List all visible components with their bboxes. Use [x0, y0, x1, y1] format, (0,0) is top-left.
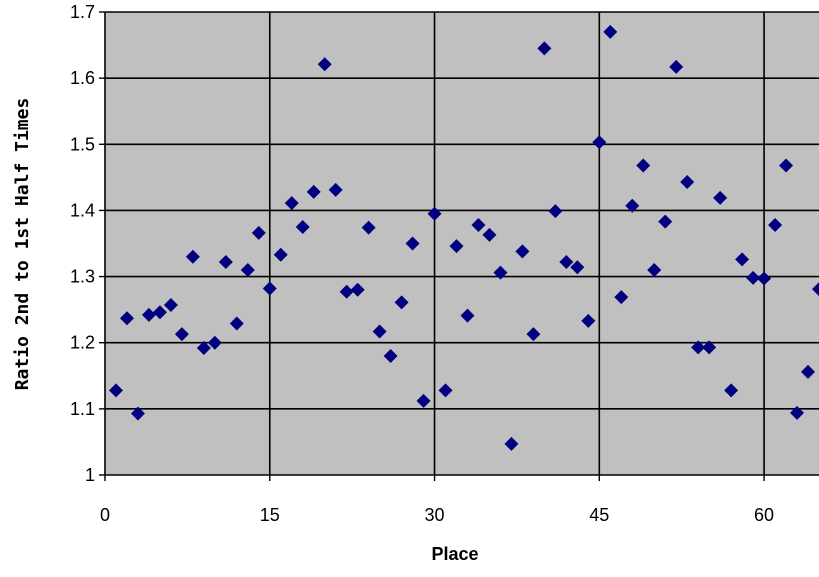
- data-point: [735, 252, 750, 267]
- data-point: [229, 316, 244, 331]
- data-point: [471, 217, 486, 232]
- y-tick-label: 1.7: [70, 2, 95, 22]
- data-point: [361, 220, 376, 235]
- data-point: [625, 198, 640, 213]
- data-point: [152, 305, 167, 320]
- data-point: [559, 255, 574, 270]
- data-point: [647, 262, 662, 277]
- data-point: [493, 265, 508, 280]
- data-point: [185, 249, 200, 264]
- data-point: [317, 57, 332, 72]
- data-point: [669, 59, 684, 74]
- data-point: [515, 244, 530, 259]
- y-tick-label: 1.1: [70, 399, 95, 419]
- data-point: [108, 383, 123, 398]
- data-point: [119, 311, 134, 326]
- y-tick-label: 1.4: [70, 200, 95, 220]
- data-point: [790, 405, 805, 420]
- data-point: [438, 383, 453, 398]
- data-point: [812, 282, 819, 297]
- data-point: [746, 270, 761, 285]
- data-point: [141, 307, 156, 322]
- data-point: [394, 295, 409, 310]
- x-tick-label: 60: [754, 505, 774, 525]
- data-point: [416, 393, 431, 408]
- data-point: [768, 217, 783, 232]
- data-point: [757, 271, 772, 286]
- data-point: [713, 190, 728, 205]
- data-point: [581, 313, 596, 328]
- data-point: [240, 262, 255, 277]
- data-point: [801, 364, 816, 379]
- data-point: [460, 308, 475, 323]
- data-point: [449, 239, 464, 254]
- data-point: [284, 196, 299, 211]
- axes: [99, 11, 819, 481]
- data-point: [295, 219, 310, 234]
- x-tick-label: 30: [425, 505, 445, 525]
- x-axis-label: Place: [431, 544, 478, 564]
- data-point: [779, 158, 794, 173]
- y-tick-label: 1.2: [70, 333, 95, 353]
- data-point: [262, 281, 277, 296]
- data-point: [130, 406, 145, 421]
- data-point: [592, 135, 607, 150]
- data-point: [163, 298, 178, 313]
- y-tick-labels: 1 1.1 1.2 1.3 1.4 1.5 1.6 1.7: [70, 2, 95, 485]
- data-point: [702, 340, 717, 355]
- data-point: [339, 284, 354, 299]
- plot-area: [105, 12, 819, 475]
- data-point: [680, 174, 695, 189]
- data-point: [614, 290, 629, 305]
- data-point: [372, 324, 387, 339]
- data-point: [658, 214, 673, 229]
- data-point: [196, 341, 211, 356]
- y-axis-label: Ratio 2nd to 1st Half Times: [12, 98, 33, 391]
- data-point: [328, 182, 343, 197]
- data-point: [636, 158, 651, 173]
- data-point: [273, 247, 288, 262]
- data-point: [383, 348, 398, 363]
- data-point: [526, 327, 541, 342]
- data-point: [350, 282, 365, 297]
- x-tick-label: 0: [100, 505, 110, 525]
- grid-lines: [105, 11, 819, 475]
- data-points: [108, 24, 819, 451]
- data-point: [724, 383, 739, 398]
- data-point: [251, 225, 266, 240]
- data-point: [405, 236, 420, 251]
- data-point: [218, 255, 233, 270]
- data-point: [570, 260, 585, 275]
- data-point: [207, 335, 222, 350]
- data-point: [504, 436, 519, 451]
- y-tick-label: 1.6: [70, 68, 95, 88]
- y-tick-label: 1: [85, 465, 95, 485]
- x-tick-label: 45: [589, 505, 609, 525]
- x-tick-labels: 0 15 30 45 60: [100, 505, 774, 525]
- data-point: [427, 206, 442, 221]
- data-point: [548, 204, 563, 219]
- x-tick-label: 15: [260, 505, 280, 525]
- data-point: [306, 184, 321, 199]
- data-point: [537, 41, 552, 56]
- data-point: [482, 227, 497, 242]
- data-point: [174, 327, 189, 342]
- y-tick-label: 1.5: [70, 134, 95, 154]
- data-point: [691, 340, 706, 355]
- y-tick-label: 1.3: [70, 267, 95, 287]
- data-point: [603, 24, 618, 39]
